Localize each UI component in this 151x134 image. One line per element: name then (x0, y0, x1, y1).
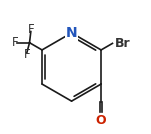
Text: F: F (24, 48, 30, 61)
Text: O: O (96, 114, 106, 127)
Text: F: F (27, 23, 34, 36)
Text: N: N (66, 26, 77, 40)
Text: F: F (12, 36, 18, 49)
Text: Br: Br (114, 37, 130, 50)
